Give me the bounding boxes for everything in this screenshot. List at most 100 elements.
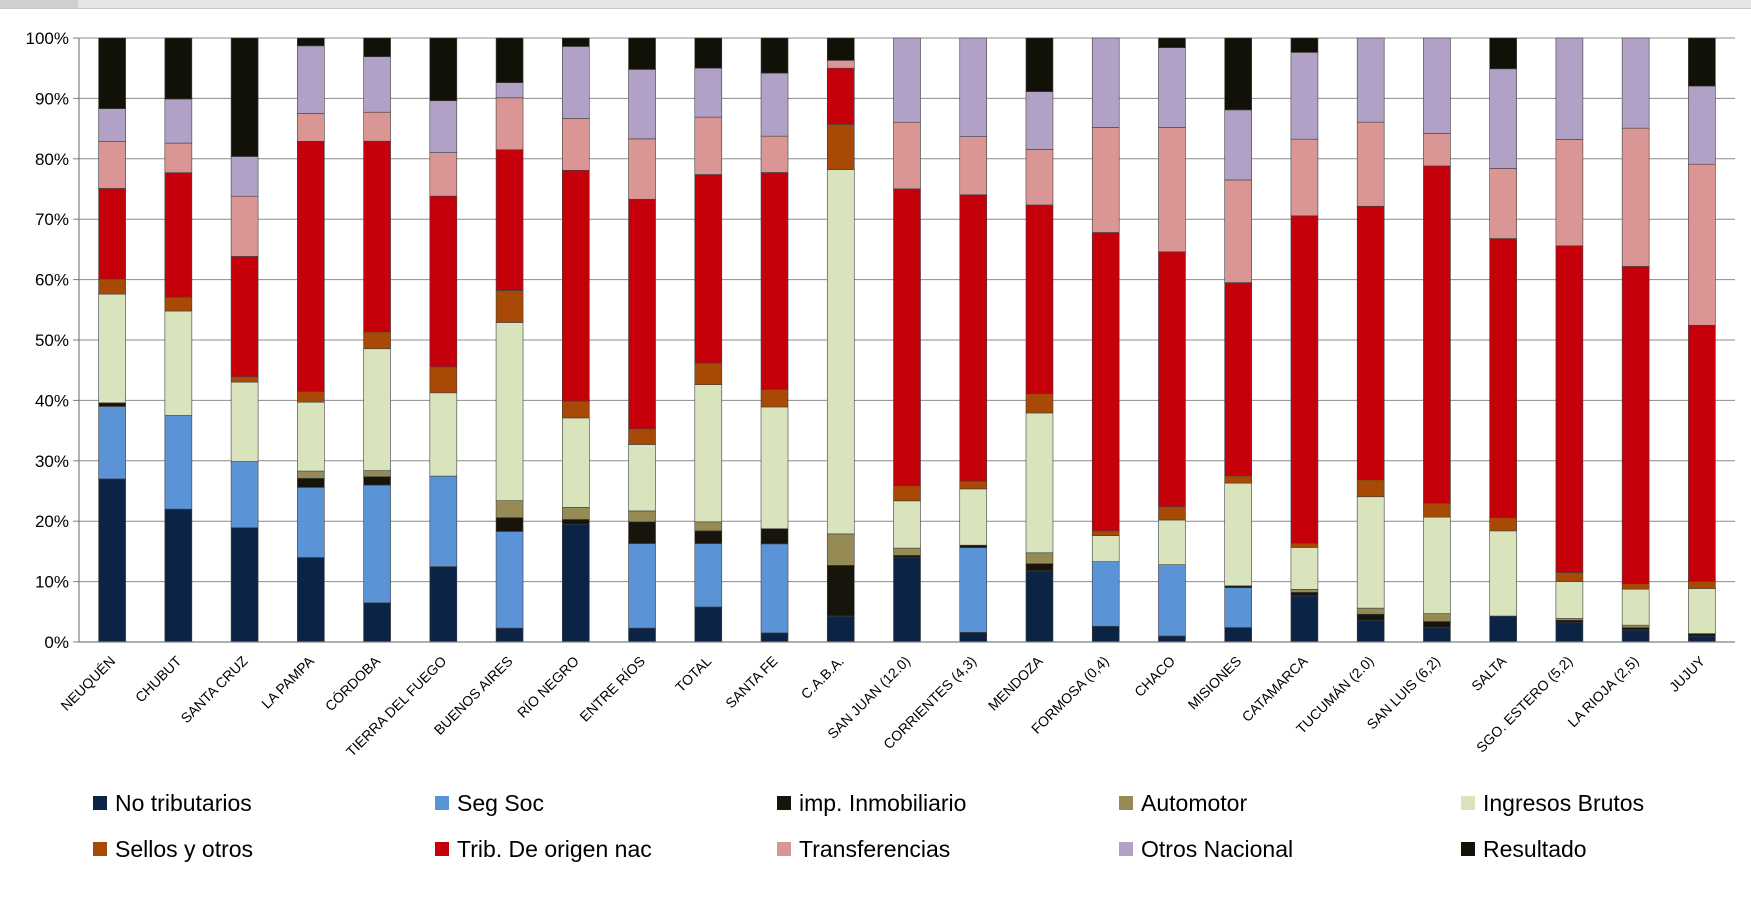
bar-segment: [1290, 542, 1319, 548]
legend-swatch: [93, 842, 107, 856]
legend-item: Seg Soc: [435, 790, 544, 816]
x-tick-label: LA PAMPA: [258, 652, 317, 711]
x-tick-label: CATAMARCA: [1239, 652, 1311, 724]
bar-segment: [893, 37, 921, 123]
bar-segment: [1356, 496, 1385, 609]
bar-segment: [1423, 502, 1451, 518]
bar-segment: [561, 118, 590, 171]
x-tick-label: CÓRDOBA: [322, 652, 384, 714]
bar-segment: [1688, 85, 1716, 165]
bar-segment: [694, 521, 723, 532]
legend-item: imp. Inmobiliario: [777, 790, 966, 816]
bar-segment: [1423, 613, 1451, 622]
bar-segment: [363, 140, 391, 333]
bar-segment: [1025, 393, 1054, 414]
bar-segment: [297, 401, 325, 472]
bar-segment: [429, 37, 458, 102]
bar-segment: [495, 531, 524, 629]
bar-segment: [1025, 563, 1054, 572]
bar-segment: [230, 256, 259, 377]
axes: [78, 38, 1735, 643]
bar-segment: [230, 195, 259, 257]
bar-segment: [959, 136, 988, 196]
bar-segment: [893, 556, 921, 643]
bar-segment: [561, 417, 590, 508]
bar-segment: [1688, 635, 1716, 643]
bar-segment: [495, 322, 524, 501]
bar-segment: [164, 508, 193, 643]
bar-segment: [495, 290, 524, 323]
bar-segment: [1489, 168, 1517, 239]
legend-item: No tributarios: [93, 790, 252, 816]
legend-swatch: [1461, 796, 1475, 810]
bar-segment: [1555, 572, 1584, 582]
bar-segment: [230, 37, 259, 157]
bar-segment: [826, 615, 855, 643]
bar-segment: [1158, 37, 1186, 48]
bar-segment: [1555, 581, 1584, 619]
bar-segment: [1224, 482, 1252, 587]
bar-segment: [1224, 627, 1252, 643]
bar-segment: [429, 475, 458, 567]
legend-label: Automotor: [1141, 790, 1247, 816]
bar-segment: [1489, 530, 1517, 617]
bar-segment: [694, 530, 723, 544]
bar-segment: [760, 72, 789, 137]
legend-label: Sellos y otros: [115, 836, 253, 862]
bar-segment: [561, 519, 590, 525]
bar-segment: [1356, 619, 1385, 643]
bar-segment: [1555, 619, 1584, 623]
bar-segment: [760, 389, 789, 408]
bar-segment: [297, 487, 325, 558]
bar-segment: [98, 37, 126, 109]
legend-label: Otros Nacional: [1141, 836, 1293, 862]
bar-segment: [363, 331, 391, 350]
y-axis-ticks: 0% 10% 20% 30% 40% 50% 60% 70% 80% 90% 100%: [26, 29, 79, 652]
bar-segment: [1555, 139, 1584, 247]
y-tick-label: 90%: [35, 89, 69, 108]
bar-segment: [1091, 127, 1120, 233]
bar-segment: [694, 606, 723, 643]
bar-segment: [1555, 245, 1584, 573]
bar-segment: [1423, 37, 1451, 134]
bar-segment: [826, 169, 855, 535]
bar-segment: [1290, 138, 1319, 217]
bar-segment: [1621, 588, 1650, 626]
bar-segment: [959, 632, 988, 643]
bar-segment: [297, 45, 325, 114]
bar-segment: [826, 37, 855, 61]
legend-label: Resultado: [1483, 836, 1587, 862]
bar-segment: [1290, 37, 1319, 53]
legend-item: Ingresos Brutos: [1461, 790, 1644, 816]
bar-segment: [826, 564, 855, 617]
x-tick-label: SALTA: [1468, 652, 1510, 694]
bar-segment: [1423, 133, 1451, 167]
bar-segment: [1158, 519, 1186, 565]
bar-segment: [694, 67, 723, 118]
bar-segment: [1555, 37, 1584, 140]
bar-segment: [495, 517, 524, 532]
bar-segment: [230, 461, 259, 528]
legend-swatch: [435, 842, 449, 856]
bar-segment: [1158, 127, 1186, 253]
y-tick-label: 30%: [35, 452, 69, 471]
bar-segment: [561, 507, 590, 520]
bar-segment: [1025, 204, 1054, 394]
bar-segment: [98, 140, 126, 189]
bar-segment: [628, 444, 656, 512]
bar-segment: [694, 174, 723, 364]
legend-item: Otros Nacional: [1119, 836, 1293, 862]
bar-segment: [495, 97, 524, 151]
bar-segment: [628, 69, 656, 140]
legend-label: Transferencias: [799, 836, 950, 862]
x-tick-label: CHACO: [1131, 653, 1178, 700]
bar-segment: [893, 121, 921, 190]
bar-segment: [826, 60, 855, 69]
bar-segment: [230, 156, 259, 197]
bar-segment: [1621, 624, 1650, 628]
x-tick-label: CHUBUT: [132, 652, 185, 705]
bar-segment: [1356, 479, 1385, 498]
bar-segment: [1025, 37, 1054, 92]
x-tick-label: TOTAL: [672, 653, 714, 695]
bar-segment: [959, 480, 988, 490]
